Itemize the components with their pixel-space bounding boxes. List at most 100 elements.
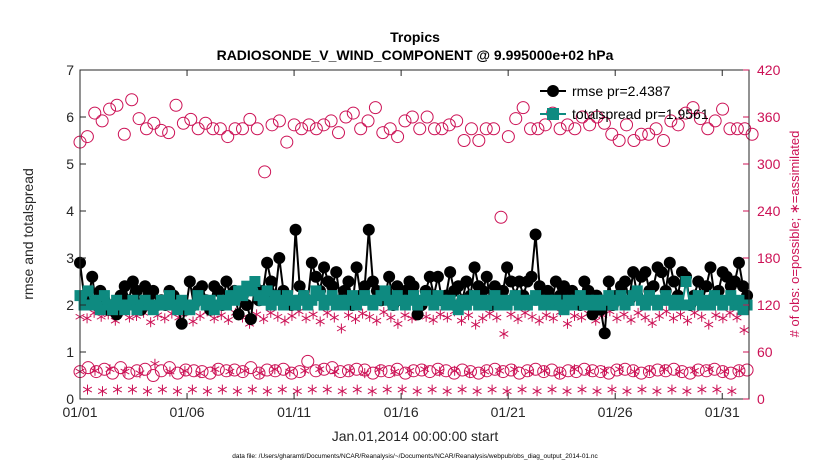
y-axis-right-label: # of obs: o=possible; ∗=assimilated xyxy=(787,131,802,338)
obs-possible-point xyxy=(568,122,582,136)
obs-assimilated-point xyxy=(336,323,346,334)
rmse-point xyxy=(468,261,481,274)
x-axis-label: Jan.01,2014 00:00:00 start xyxy=(332,428,499,444)
obs-possible-point xyxy=(88,106,102,120)
obs-assimilated-point xyxy=(554,368,565,379)
obs-assimilated-point xyxy=(150,358,160,369)
obs-assimilated-point xyxy=(195,368,205,379)
totalspread-point xyxy=(98,290,110,302)
obs-assimilated-point xyxy=(704,319,714,330)
obs-assimilated-point xyxy=(697,384,707,395)
totalspread-point xyxy=(379,285,391,297)
totalspread-point xyxy=(163,290,175,302)
obs-assimilated-point xyxy=(105,364,115,375)
rmse-point xyxy=(318,261,331,274)
x-tick-label: 01/06 xyxy=(170,404,205,420)
rmse-point xyxy=(411,308,424,321)
rmse-point xyxy=(501,261,514,274)
rmse-point xyxy=(350,261,363,274)
obs-possible-point xyxy=(391,130,405,144)
totalspread-point xyxy=(631,285,643,297)
totalspread-point xyxy=(347,290,359,302)
obs-assimilated-point xyxy=(195,310,205,321)
legend-spread-marker xyxy=(547,108,559,120)
obs-assimilated-point xyxy=(712,384,722,395)
obs-assimilated-point xyxy=(667,384,677,395)
obs-assimilated-point xyxy=(270,364,280,375)
obs-possible-point xyxy=(374,364,388,378)
rmse-point xyxy=(655,266,668,279)
obs-possible-point xyxy=(154,123,168,137)
obs-possible-point xyxy=(450,114,464,128)
obs-assimilated-point xyxy=(718,313,728,324)
obs-assimilated-point xyxy=(82,313,92,324)
obs-assimilated-point xyxy=(644,365,655,376)
obs-assimilated-point xyxy=(494,365,505,376)
obs-possible-point xyxy=(302,118,316,132)
obs-assimilated-point xyxy=(382,384,392,395)
totalspread-point xyxy=(733,294,745,306)
obs-possible-point xyxy=(538,118,552,132)
obs-possible-point xyxy=(280,135,294,149)
obs-possible-point xyxy=(671,118,685,132)
obs-assimilated-point xyxy=(329,312,339,323)
chart-subtitle: RADIOSONDE_V_WIND_COMPONENT @ 9.995000e+… xyxy=(217,47,614,63)
obs-assimilated-point xyxy=(360,368,370,379)
totalspread-point xyxy=(306,294,318,306)
obs-possible-point xyxy=(610,363,624,377)
obs-assimilated-point xyxy=(442,386,452,397)
rmse-point xyxy=(330,266,343,279)
obs-assimilated-point xyxy=(367,386,377,397)
totalspread-point xyxy=(245,285,257,297)
totalspread-point xyxy=(261,285,273,297)
obs-assimilated-point xyxy=(225,366,235,377)
obs-possible-point xyxy=(341,364,355,378)
obs-possible-point xyxy=(464,122,478,136)
obs-possible-point xyxy=(423,365,437,379)
obs-assimilated-point xyxy=(287,310,297,321)
y-right-tick-label: 0 xyxy=(757,391,765,407)
y-right-tick-label: 420 xyxy=(757,62,781,78)
obs-assimilated-point xyxy=(142,386,153,397)
totalspread-point xyxy=(237,290,249,302)
obs-assimilated-point xyxy=(375,364,385,375)
totalspread-point xyxy=(408,290,420,302)
rmse-point xyxy=(183,275,196,288)
obs-assimilated-point xyxy=(640,312,650,323)
obs-assimilated-point xyxy=(352,384,362,395)
y-tick-label: 5 xyxy=(66,156,74,172)
obs-assimilated-point xyxy=(562,386,572,397)
rmse-point xyxy=(342,275,355,288)
obs-possible-point xyxy=(250,122,264,136)
obs-possible-point xyxy=(407,364,421,378)
obs-assimilated-point xyxy=(622,386,632,397)
totalspread-point xyxy=(249,276,261,287)
obs-possible-point xyxy=(376,126,390,140)
rmse-point xyxy=(431,270,444,283)
obs-possible-point xyxy=(332,126,346,140)
obs-assimilated-point xyxy=(292,386,302,397)
obs-possible-point xyxy=(132,112,146,126)
obs-assimilated-point xyxy=(675,309,686,320)
legend-rmse-label: rmse pr=2.4387 xyxy=(572,83,671,99)
obs-possible-point xyxy=(80,130,94,144)
obs-possible-point xyxy=(516,101,530,115)
obs-possible-point xyxy=(184,112,198,126)
obs-possible-point xyxy=(219,364,233,378)
rmse-point xyxy=(240,299,253,311)
y-right-tick-label: 60 xyxy=(757,344,773,360)
totalspread-point xyxy=(265,299,277,311)
obs-possible-point xyxy=(110,98,124,112)
obs-assimilated-point xyxy=(435,366,445,377)
obs-possible-point xyxy=(179,363,193,377)
obs-possible-point xyxy=(285,366,299,380)
obs-possible-point xyxy=(383,122,397,136)
obs-possible-point xyxy=(537,365,551,379)
obs-possible-point xyxy=(577,362,591,376)
obs-assimilated-point xyxy=(569,364,580,375)
rmse-point xyxy=(598,327,611,340)
obs-possible-point xyxy=(501,130,515,144)
legend-spread-label: totalspread pr=1.9561 xyxy=(572,106,709,122)
obs-possible-point xyxy=(228,122,242,136)
rmse-point xyxy=(578,275,591,288)
